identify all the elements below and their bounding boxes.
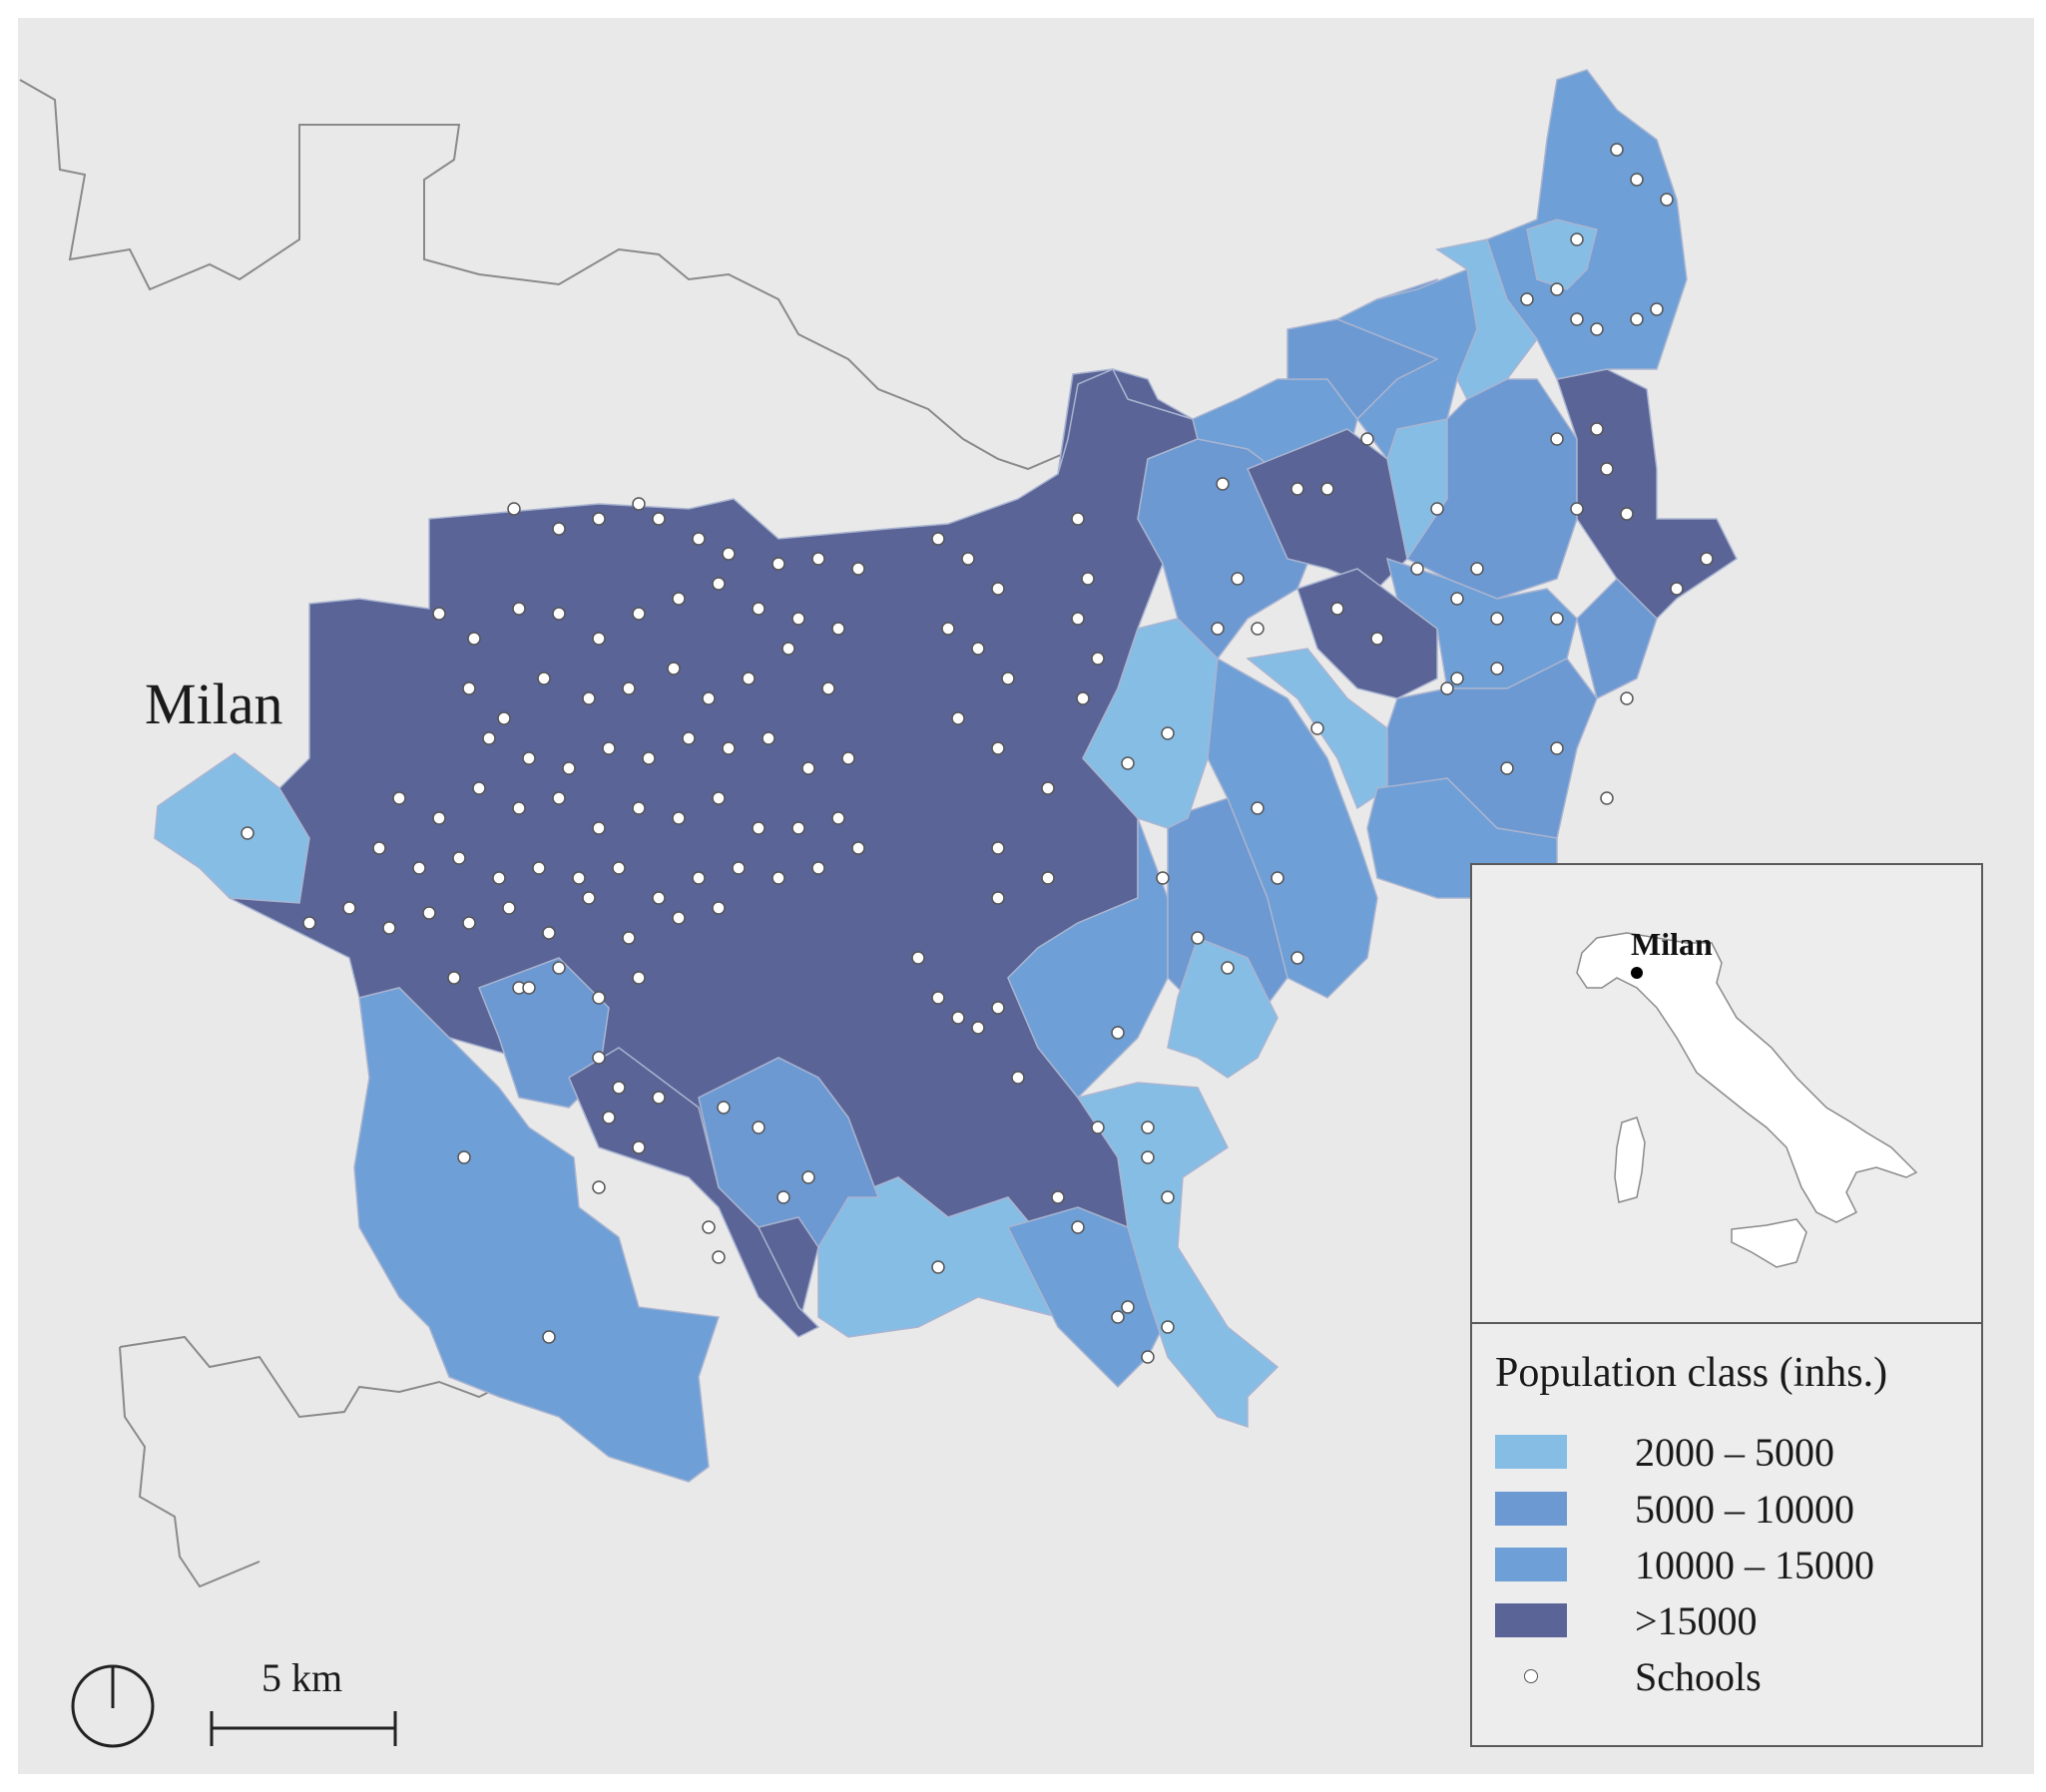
- municipality-ne-blue-c: [1335, 267, 1478, 461]
- municipality-south-dark: [568, 1047, 820, 1338]
- outside-boundaries: [19, 79, 1064, 1588]
- legend-swatch: [1495, 1492, 1567, 1526]
- municipality-southeast-light: [1076, 1082, 1279, 1429]
- municipality-east-light-b: [1167, 937, 1279, 1079]
- municipality-west-small: [154, 752, 310, 904]
- italy-silhouette: [1576, 932, 1918, 1223]
- sicily-silhouette: [1731, 1218, 1807, 1268]
- legend-label: 10000 – 15000: [1635, 1542, 1874, 1587]
- sardinia-silhouette: [1614, 1117, 1646, 1203]
- scale-bar: [210, 1711, 397, 1746]
- legend-label: 2000 – 5000: [1635, 1429, 1834, 1475]
- legend-swatch: [1495, 1603, 1567, 1637]
- legend-label: 5000 – 10000: [1635, 1486, 1854, 1532]
- municipality-east-c: [1207, 657, 1378, 999]
- municipality-ne-blue-f: [1386, 658, 1598, 839]
- municipality-polygons: [154, 69, 1738, 1483]
- legend-item-over-15000: >15000: [1495, 1595, 1758, 1645]
- legend-title: Population class (inhs.): [1495, 1350, 1888, 1396]
- municipality-north-dark: [1057, 368, 1194, 475]
- municipality-ne-east-edge: [1576, 577, 1658, 700]
- municipality-south-center: [698, 1057, 880, 1249]
- legend-item-5000-10000: 5000 – 10000: [1495, 1484, 1854, 1534]
- inset-city-label: Milan: [1631, 926, 1713, 962]
- legend-item-10000-15000: 10000 – 15000: [1495, 1540, 1874, 1589]
- legend-swatch: [1495, 1435, 1567, 1469]
- municipality-southwest: [353, 987, 721, 1483]
- legend-swatch: [1495, 1548, 1567, 1581]
- legend-item-schools: Schools: [1495, 1651, 1762, 1701]
- legend-frame: [1470, 1322, 1983, 1747]
- municipality-ne-top: [1486, 69, 1688, 380]
- scale-bar-label: 5 km: [261, 1655, 343, 1700]
- school-points: [241, 143, 1714, 1364]
- legend-item-2000-5000: 2000 – 5000: [1495, 1427, 1834, 1477]
- inset-milan-marker: [1631, 967, 1643, 979]
- municipality-ne-blue-d: [1405, 378, 1578, 600]
- legend-label: Schools: [1635, 1653, 1762, 1699]
- municipality-ne-dark-b: [1296, 568, 1438, 699]
- school-dot-icon: [1495, 1659, 1567, 1693]
- map-city-label: Milan: [145, 672, 283, 736]
- north-arrow-icon: [71, 1664, 155, 1748]
- legend-label: >15000: [1635, 1597, 1758, 1643]
